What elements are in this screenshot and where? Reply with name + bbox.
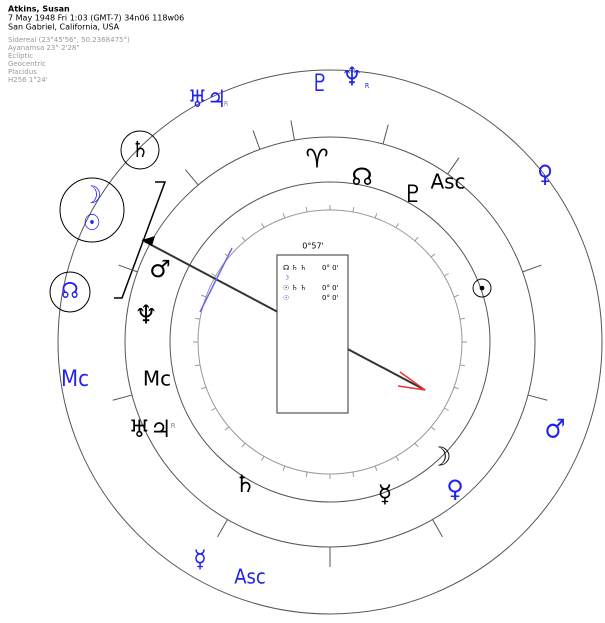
degree-tick bbox=[453, 294, 459, 298]
cusp-tick bbox=[527, 394, 548, 401]
degree-tick bbox=[395, 223, 399, 228]
aspect-glyphs: ☉ ♄ ♄ bbox=[283, 284, 306, 292]
arrow-tail bbox=[142, 236, 155, 246]
degree-tick bbox=[459, 364, 466, 367]
degree-tick bbox=[201, 386, 207, 390]
place: San Gabriel, California, USA bbox=[8, 23, 120, 32]
degree-tick bbox=[414, 442, 419, 448]
outer-glyph: ☿ bbox=[193, 545, 206, 573]
inner-glyph: Mc bbox=[143, 367, 171, 391]
degree-tick bbox=[444, 273, 449, 277]
setting: Ayanamsa 23° 2'28" bbox=[8, 44, 80, 52]
cusp-tick bbox=[382, 124, 389, 145]
setting: Placidus bbox=[8, 68, 37, 76]
degree-tick bbox=[459, 317, 466, 320]
degree-tick bbox=[224, 426, 230, 431]
outer-glyph: ♆ bbox=[342, 63, 363, 93]
setting: Ecliptic bbox=[8, 52, 33, 60]
degree-tick bbox=[430, 426, 436, 431]
inner-glyph: ♄ bbox=[234, 470, 256, 498]
inner-glyph: ♂ bbox=[149, 255, 171, 283]
outer-glyph: ☉ bbox=[83, 211, 101, 236]
degree-tick bbox=[201, 294, 207, 298]
degree-tick bbox=[305, 471, 308, 478]
degree-tick bbox=[194, 317, 201, 320]
degree-tick bbox=[414, 236, 419, 242]
degree-tick bbox=[211, 273, 216, 277]
inner-glyph: ☉ bbox=[470, 275, 493, 305]
birth-data: 7 May 1948 Fri 1:03 (GMT-7) 34n06 118w06 bbox=[8, 14, 184, 23]
inner-glyph: ♀ bbox=[446, 475, 464, 503]
inner-glyph: ♈ bbox=[305, 145, 328, 175]
degree-tick bbox=[261, 223, 265, 228]
outer-glyph: ☽ bbox=[82, 181, 101, 209]
cusp-tick bbox=[432, 519, 443, 538]
degree-tick bbox=[444, 407, 449, 411]
degree-tick bbox=[241, 236, 246, 242]
setting: H256 1°24' bbox=[8, 76, 48, 84]
aspect-orb: 0° 0' bbox=[322, 294, 339, 302]
degree-tick bbox=[261, 456, 265, 461]
outer-glyph: ♄ bbox=[131, 138, 149, 163]
outer-glyph: ♀ bbox=[537, 160, 553, 188]
cusp-tick bbox=[217, 519, 228, 538]
degree-tick bbox=[305, 206, 308, 213]
cusp-tick bbox=[184, 169, 199, 186]
aspect-orb: 0° 0' bbox=[322, 284, 339, 292]
degree-tick bbox=[282, 213, 286, 219]
center-box bbox=[276, 254, 349, 414]
degree-tick bbox=[430, 253, 436, 258]
degree-tick bbox=[352, 206, 355, 213]
cusp-tick bbox=[118, 264, 138, 273]
outer-glyph: Mc bbox=[61, 367, 89, 392]
arrow-head bbox=[397, 371, 426, 391]
degree-tick bbox=[241, 442, 246, 448]
center-label: 0°57' bbox=[302, 242, 323, 251]
aspect-glyphs: ☉ bbox=[283, 294, 289, 302]
cusp-tick bbox=[252, 130, 261, 150]
outer-glyph: R bbox=[224, 100, 229, 108]
degree-tick bbox=[282, 465, 286, 471]
cusp-tick bbox=[522, 264, 542, 273]
cusp-tick bbox=[290, 120, 295, 141]
outer-glyph: ♂ bbox=[545, 415, 566, 445]
outer-glyph: Asc bbox=[234, 565, 266, 589]
degree-tick bbox=[211, 407, 216, 411]
outer-glyph: ♅♃ bbox=[188, 85, 227, 113]
degree-tick bbox=[453, 386, 459, 390]
outer-glyph: ☊ bbox=[61, 279, 79, 304]
cusp-tick bbox=[112, 394, 133, 401]
degree-tick bbox=[395, 456, 399, 461]
degree-tick bbox=[374, 465, 378, 471]
inner-glyph: ♇ bbox=[402, 180, 424, 208]
inner-glyph: ☽ bbox=[428, 443, 451, 473]
aspect-line bbox=[199, 247, 233, 313]
inner-glyph: R bbox=[171, 422, 176, 430]
outer-glyph: ♇ bbox=[310, 69, 329, 97]
degree-tick bbox=[374, 213, 378, 219]
aspect-orb: 0° 0' bbox=[322, 264, 339, 272]
degree-tick bbox=[224, 253, 230, 258]
inner-glyph: ☊ bbox=[351, 163, 372, 191]
aspect-glyphs: ☊ ♄ ♄ bbox=[283, 264, 306, 272]
outer-glyph: R bbox=[365, 82, 370, 90]
cusp-tick bbox=[447, 157, 460, 175]
degree-tick bbox=[352, 471, 355, 478]
inner-glyph: ♆ bbox=[134, 301, 157, 331]
setting: Sidereal (23°45'56", 50.2368475°) bbox=[8, 36, 130, 44]
inner-glyph: ♅♃ bbox=[128, 415, 171, 443]
setting: Geocentric bbox=[8, 60, 46, 68]
name: Atkins, Susan bbox=[8, 5, 70, 14]
aspect-glyphs: ☽ bbox=[283, 274, 289, 282]
outer-ring bbox=[57, 69, 603, 615]
inner-ring bbox=[169, 181, 491, 503]
degree-tick bbox=[194, 364, 201, 367]
inner-glyph: ☿ bbox=[378, 480, 393, 508]
